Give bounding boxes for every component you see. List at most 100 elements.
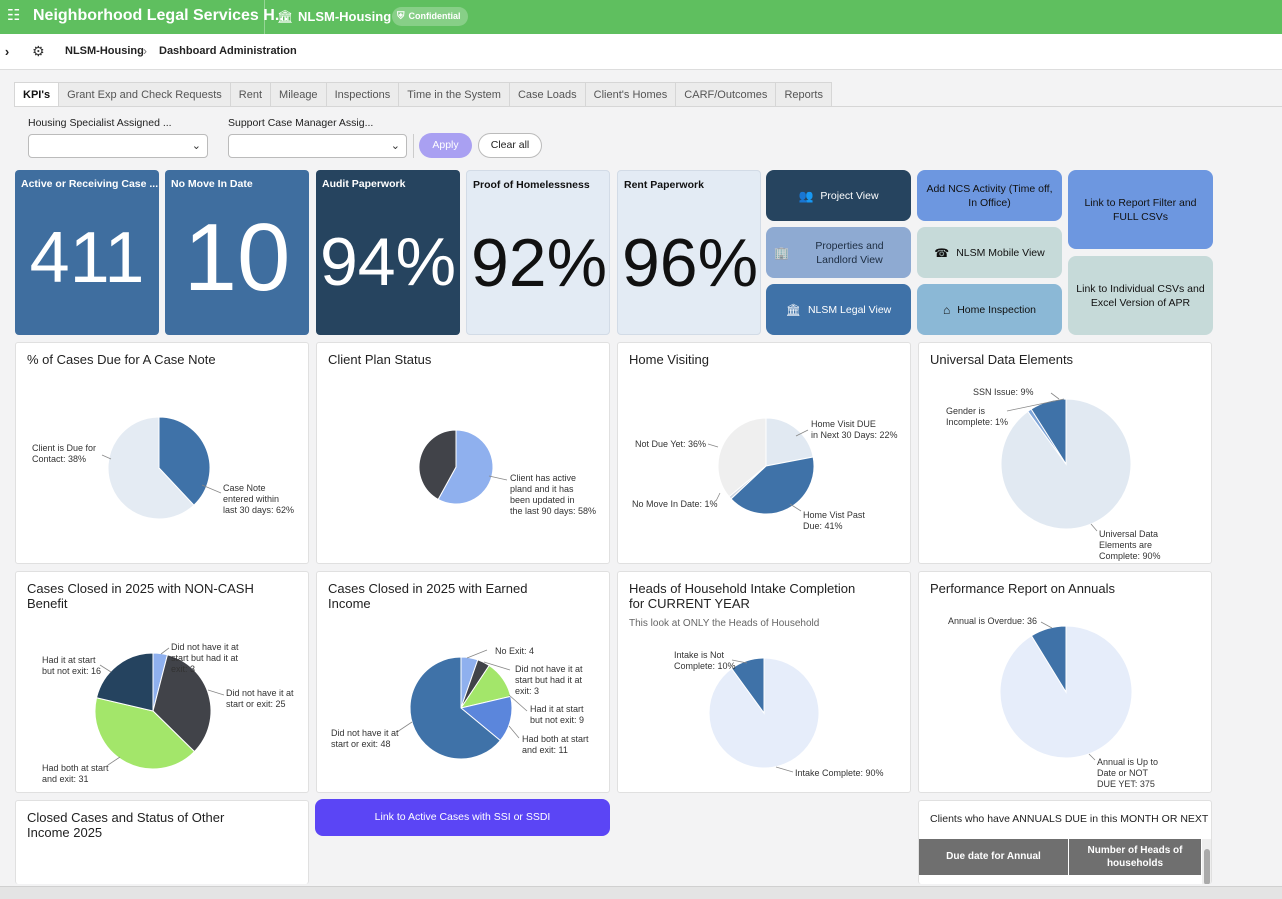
individual-csvs-link-button[interactable]: Link to Individual CSVs and Excel Versio… xyxy=(1068,256,1213,335)
card-title-line: Benefit xyxy=(27,596,68,611)
project-view-button[interactable]: 👥 Project View xyxy=(766,170,911,221)
chevron-down-icon: ⌄ xyxy=(191,140,201,152)
kpi-no-move-in[interactable]: No Move In Date 10 xyxy=(165,170,309,335)
pie-label: been updated in xyxy=(510,495,575,505)
pie-slice[interactable] xyxy=(418,429,457,501)
housing-specialist-label: Housing Specialist Assigned ... xyxy=(28,117,172,129)
workspace-name[interactable]: NLSM-Housing xyxy=(298,9,392,24)
building-icon: 🏢 xyxy=(774,245,789,260)
kpi-active-cases[interactable]: Active or Receiving Case ... 411 xyxy=(15,170,159,335)
tab-clients-homes[interactable]: Client's Homes xyxy=(584,82,677,107)
kpi-rent-paperwork[interactable]: Rent Paperwork 96% xyxy=(617,170,761,335)
card-title-line: Income 2025 xyxy=(27,825,103,840)
table-header: Due date for Annual Number of Heads of ho… xyxy=(919,839,1201,875)
sidebar-expand-icon[interactable]: › xyxy=(4,44,10,59)
kpi-value: 411 xyxy=(29,218,145,298)
legal-view-button[interactable]: 🏛 NLSM Legal View xyxy=(766,284,911,335)
kpi-value: 10 xyxy=(183,204,291,311)
pie-slice[interactable] xyxy=(1000,398,1132,530)
housing-specialist-select[interactable]: ⌄ xyxy=(28,134,208,158)
pie-slice[interactable] xyxy=(730,657,765,715)
pie-label: Had it at start xyxy=(530,704,584,714)
pie-slice[interactable] xyxy=(437,429,494,505)
button-label: Link to Report Filter and FULL CSVs xyxy=(1084,196,1197,223)
table-scrollbar[interactable] xyxy=(1202,839,1211,884)
pie-slice[interactable] xyxy=(1030,625,1067,694)
column-header-count[interactable]: Number of Heads of households xyxy=(1069,839,1201,875)
pie-label: Contact: 38% xyxy=(32,454,86,464)
tab-reports[interactable]: Reports xyxy=(775,82,832,107)
mobile-view-button[interactable]: ☎ NLSM Mobile View xyxy=(917,227,1062,278)
app-title[interactable]: Neighborhood Legal Services H... xyxy=(33,7,289,24)
home-inspection-button[interactable]: ⌂ Home Inspection xyxy=(917,284,1062,335)
card-title: Universal Data Elements xyxy=(930,352,1074,367)
gear-icon[interactable]: ⚙ xyxy=(32,43,45,59)
pie-label: Complete: 90% xyxy=(1099,551,1161,561)
card-title-line: Income xyxy=(328,596,371,611)
tab-kpis[interactable]: KPI's xyxy=(14,82,60,107)
ssi-ssdi-link-button[interactable]: Link to Active Cases with SSI or SSDI xyxy=(315,799,610,836)
column-header-due-date[interactable]: Due date for Annual xyxy=(919,839,1069,875)
pie-slice[interactable] xyxy=(409,656,502,760)
pie-slice[interactable] xyxy=(95,652,154,712)
button-label: Add NCS Activity (Time off, In Office) xyxy=(926,182,1053,209)
apply-button[interactable]: Apply xyxy=(419,133,472,158)
card-title-line: Closed Cases and Status of Other xyxy=(27,810,225,825)
pie-slice[interactable] xyxy=(765,417,814,467)
pie-label: Gender is xyxy=(946,406,986,416)
report-filter-link-button[interactable]: Link to Report Filter and FULL CSVs xyxy=(1068,170,1213,249)
people-icon: 👥 xyxy=(798,188,814,203)
header-line: households xyxy=(1106,858,1164,869)
building-icon: 🏛 xyxy=(277,9,294,24)
card-title: Heads of Household Intake Completion for … xyxy=(629,581,855,611)
kpi-label: Proof of Homelessness xyxy=(473,179,590,191)
pie-slice[interactable] xyxy=(158,416,211,506)
pie-label: start or exit: 48 xyxy=(331,739,391,749)
annuals-pie: Annual is Overdue: 36 Annual is Up to Da… xyxy=(948,616,1158,789)
kpi-proof-homelessness[interactable]: Proof of Homelessness 92% xyxy=(466,170,610,335)
earned-income-card: Cases Closed in 2025 with Earned Income N… xyxy=(316,571,610,793)
noncash-card: Cases Closed in 2025 with NON-CASH Benefi… xyxy=(15,571,309,793)
pie-label: DUE YET: 375 xyxy=(1097,779,1155,789)
properties-view-button[interactable]: 🏢 Properties and Landlord View xyxy=(766,227,911,278)
add-ncs-activity-button[interactable]: Add NCS Activity (Time off, In Office) xyxy=(917,170,1062,221)
tab-carf-outcomes[interactable]: CARF/Outcomes xyxy=(675,82,777,107)
tab-case-loads[interactable]: Case Loads xyxy=(508,82,586,107)
case-manager-select[interactable]: ⌄ xyxy=(228,134,407,158)
tab-mileage[interactable]: Mileage xyxy=(270,82,327,107)
pie-label: Did not have it at xyxy=(171,642,239,652)
kpi-audit-paperwork[interactable]: Audit Paperwork 94% xyxy=(316,170,460,335)
pie-label: exit: 3 xyxy=(515,686,539,696)
case-manager-label: Support Case Manager Assig... xyxy=(228,117,374,129)
pie-label: Home Vist Past xyxy=(803,510,865,520)
kpi-label: Active or Receiving Case ... xyxy=(21,178,159,190)
pie-label: No Exit: 4 xyxy=(495,646,534,656)
breadcrumb-app[interactable]: NLSM-Housing xyxy=(65,45,144,57)
pie-label: Home Visit DUE xyxy=(811,419,876,429)
scrollbar-thumb[interactable] xyxy=(1204,849,1210,884)
tab-grant-exp[interactable]: Grant Exp and Check Requests xyxy=(58,82,231,107)
pie-label: pland and it has xyxy=(510,484,574,494)
pie-slice[interactable] xyxy=(152,654,212,753)
clear-all-button[interactable]: Clear all xyxy=(478,133,542,158)
pie-label: but not exit: 9 xyxy=(530,715,584,725)
kpi-value: 92% xyxy=(470,225,608,301)
tab-time-in-system[interactable]: Time in the System xyxy=(398,82,510,107)
card-title: Client Plan Status xyxy=(328,352,432,367)
pie-label: last 30 days: 62% xyxy=(223,505,294,515)
card-title-line: Cases Closed in 2025 with NON-CASH xyxy=(27,581,254,596)
annuals-due-table-card: Clients who have ANNUALS DUE in this MON… xyxy=(918,800,1212,884)
breadcrumb-bar: › ⚙ NLSM-Housing › Dashboard Administrat… xyxy=(0,34,1282,70)
app-launcher-icon[interactable]: ☷ xyxy=(7,7,21,24)
tab-rent[interactable]: Rent xyxy=(229,82,272,107)
kpi-label: No Move In Date xyxy=(171,178,253,190)
tab-inspections[interactable]: Inspections xyxy=(325,82,400,107)
pie-label: Incomplete: 1% xyxy=(946,417,1008,427)
pie-slice[interactable] xyxy=(717,417,767,498)
pie-slice[interactable] xyxy=(94,697,196,770)
pie-label: Universal Data xyxy=(1099,529,1158,539)
pie-slice[interactable] xyxy=(730,456,815,515)
pie-label: Had both at start xyxy=(42,763,109,773)
pie-slice[interactable] xyxy=(1030,398,1067,466)
pie-slice[interactable] xyxy=(107,416,195,520)
